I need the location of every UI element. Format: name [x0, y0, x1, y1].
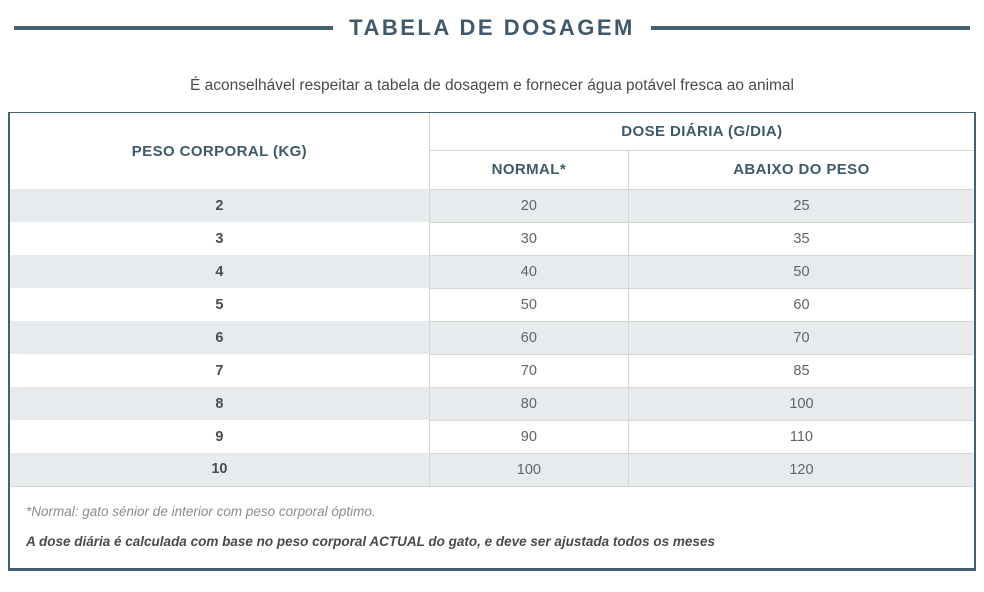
- cell-dose-normal: 20: [428, 189, 629, 223]
- table-row: 2 20 25: [10, 189, 974, 223]
- table-row: 9 90 110: [10, 420, 974, 454]
- cell-dose-normal: 100: [428, 453, 629, 487]
- cell-weight: 2: [10, 189, 430, 222]
- cell-weight: 6: [10, 321, 430, 354]
- cell-dose-normal: 40: [428, 255, 629, 289]
- cell-dose-underweight: 35: [627, 222, 974, 256]
- cell-dose-underweight: 70: [627, 321, 974, 355]
- cell-dose-underweight: 60: [627, 288, 974, 322]
- page-title: TABELA DE DOSAGEM: [349, 15, 635, 40]
- cell-dose-underweight: 100: [627, 387, 974, 421]
- table-row: 8 80 100: [10, 387, 974, 421]
- cell-dose-normal: 30: [428, 222, 629, 256]
- cell-dose-underweight: 120: [627, 453, 974, 487]
- dosage-advice-subtitle: É aconselhável respeitar a tabela de dos…: [189, 77, 794, 94]
- dosage-table: PESO CORPORAL (KG) DOSE DIÁRIA (G/DIA) N…: [10, 113, 974, 487]
- column-subheader-normal: NORMAL*: [428, 150, 629, 190]
- cell-dose-underweight: 25: [627, 189, 974, 223]
- title-rule-right: [650, 26, 971, 30]
- table-row: 6 60 70: [10, 321, 974, 355]
- column-group-header-daily-dose: DOSE DIÁRIA (G/DIA): [428, 113, 974, 151]
- cell-weight: 8: [10, 387, 430, 420]
- footnotes: *Normal: gato sénior de interior com pes…: [10, 487, 974, 568]
- table-row: 3 30 35: [10, 222, 974, 256]
- cell-weight: 4: [10, 255, 430, 288]
- page-title-band: TABELA DE DOSAGEM: [14, 15, 971, 41]
- cell-dose-normal: 80: [428, 387, 629, 421]
- dosage-table-frame: PESO CORPORAL (KG) DOSE DIÁRIA (G/DIA) N…: [8, 112, 976, 571]
- title-rule-left: [14, 26, 334, 30]
- column-header-body-weight: PESO CORPORAL (KG): [131, 142, 308, 160]
- cell-dose-underweight: 85: [627, 354, 974, 388]
- cell-weight: 5: [215, 296, 224, 313]
- cell-dose-normal: 70: [428, 354, 629, 388]
- cell-weight: 7: [215, 362, 224, 379]
- cell-dose-underweight: 110: [627, 420, 974, 454]
- table-row: 10 100 120: [10, 453, 974, 487]
- column-subheader-underweight: ABAIXO DO PESO: [627, 150, 974, 190]
- cell-weight: 9: [215, 428, 224, 445]
- footnote-dose-adjustment: A dose diária é calculada com base no pe…: [26, 533, 715, 549]
- cell-weight: 3: [215, 230, 224, 247]
- cell-dose-normal: 90: [428, 420, 629, 454]
- table-row: 5 50 60: [10, 288, 974, 322]
- table-row: 7 70 85: [10, 354, 974, 388]
- dosage-table-body: 2 20 25 3 30 35 4 40 50 5 50 60: [10, 189, 974, 487]
- footnote-normal-definition: *Normal: gato sénior de interior com pes…: [26, 503, 376, 519]
- dosage-table-head: PESO CORPORAL (KG) DOSE DIÁRIA (G/DIA) N…: [10, 113, 974, 190]
- table-row: 4 40 50: [10, 255, 974, 289]
- cell-dose-underweight: 50: [627, 255, 974, 289]
- cell-dose-normal: 60: [428, 321, 629, 355]
- cell-weight: 10: [10, 453, 430, 487]
- cell-dose-normal: 50: [428, 288, 629, 322]
